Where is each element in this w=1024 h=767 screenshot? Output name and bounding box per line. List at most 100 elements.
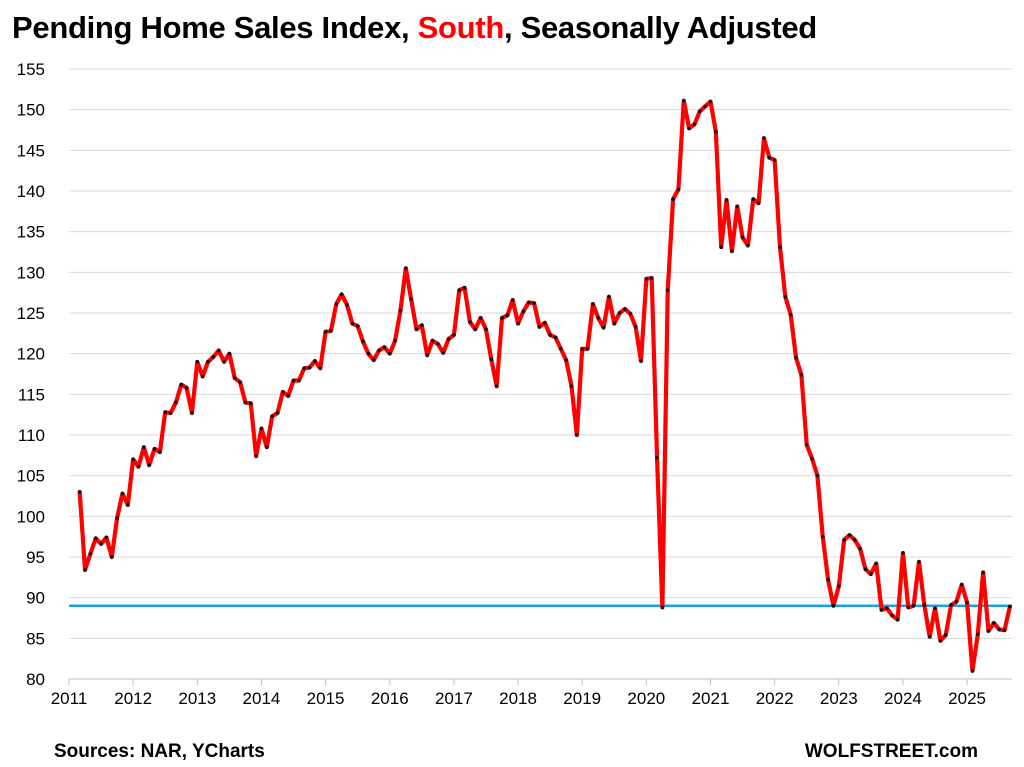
data-point-13 bbox=[147, 463, 151, 467]
data-point-26 bbox=[216, 348, 221, 353]
x-tick-label-2017: 2017 bbox=[435, 689, 473, 708]
data-point-71 bbox=[457, 288, 462, 293]
chart-title-part1: Pending Home Sales Index, bbox=[12, 10, 418, 45]
data-point-48 bbox=[334, 302, 339, 306]
data-point-96 bbox=[591, 302, 595, 306]
data-point-14 bbox=[152, 447, 157, 451]
data-point-173 bbox=[1002, 628, 1007, 632]
data-point-108 bbox=[655, 455, 659, 460]
data-point-6 bbox=[109, 555, 114, 559]
data-point-22 bbox=[195, 360, 200, 364]
data-point-161 bbox=[938, 638, 943, 643]
data-point-30 bbox=[238, 380, 242, 384]
data-point-31 bbox=[243, 400, 248, 405]
data-point-38 bbox=[281, 390, 285, 394]
data-point-170 bbox=[986, 629, 991, 633]
data-point-158 bbox=[922, 603, 927, 607]
y-tick-label-90: 90 bbox=[26, 589, 45, 608]
data-point-58 bbox=[387, 351, 392, 356]
y-tick-label-140: 140 bbox=[17, 182, 45, 201]
data-point-43 bbox=[307, 365, 312, 370]
data-point-99 bbox=[607, 294, 611, 299]
data-point-100 bbox=[612, 321, 617, 326]
data-point-27 bbox=[222, 360, 226, 364]
data-point-140 bbox=[826, 577, 830, 582]
data-point-11 bbox=[136, 464, 141, 469]
y-tick-label-85: 85 bbox=[26, 629, 45, 648]
x-tick-label-2020: 2020 bbox=[627, 689, 665, 708]
data-point-53 bbox=[361, 339, 365, 344]
data-point-12 bbox=[142, 445, 146, 450]
data-point-39 bbox=[286, 394, 290, 398]
data-point-61 bbox=[403, 266, 408, 271]
data-point-105 bbox=[639, 359, 643, 363]
data-point-129 bbox=[767, 155, 772, 160]
data-point-166 bbox=[965, 600, 969, 605]
data-point-84 bbox=[526, 300, 531, 305]
data-point-106 bbox=[644, 277, 649, 281]
data-point-46 bbox=[323, 329, 328, 334]
data-point-40 bbox=[291, 378, 296, 383]
data-point-3 bbox=[93, 536, 98, 541]
data-point-131 bbox=[778, 245, 782, 249]
data-point-172 bbox=[997, 627, 1001, 632]
y-tick-label-95: 95 bbox=[26, 548, 45, 567]
data-point-147 bbox=[863, 567, 868, 571]
data-point-56 bbox=[377, 348, 381, 353]
data-point-130 bbox=[772, 158, 777, 162]
data-point-17 bbox=[168, 411, 173, 415]
data-point-33 bbox=[254, 454, 258, 458]
data-point-118 bbox=[708, 99, 713, 104]
data-point-145 bbox=[853, 538, 857, 542]
data-point-66 bbox=[430, 338, 435, 343]
data-point-36 bbox=[270, 414, 274, 419]
y-tick-label-105: 105 bbox=[17, 467, 45, 486]
data-point-156 bbox=[911, 604, 916, 608]
data-point-18 bbox=[174, 400, 178, 405]
data-point-159 bbox=[927, 634, 932, 639]
x-tick-label-2014: 2014 bbox=[243, 689, 281, 708]
data-point-74 bbox=[473, 327, 478, 332]
x-tick-label-2012: 2012 bbox=[114, 689, 152, 708]
x-tick-label-2013: 2013 bbox=[178, 689, 216, 708]
data-point-76 bbox=[484, 327, 488, 332]
data-point-128 bbox=[762, 136, 766, 140]
data-point-152 bbox=[890, 613, 895, 618]
chart-title: Pending Home Sales Index, South, Seasona… bbox=[12, 10, 817, 46]
data-point-15 bbox=[158, 450, 162, 454]
data-point-169 bbox=[981, 570, 985, 575]
x-tick-label-2016: 2016 bbox=[371, 689, 409, 708]
data-point-88 bbox=[548, 333, 552, 337]
data-point-119 bbox=[714, 129, 718, 134]
data-point-160 bbox=[933, 606, 937, 611]
data-point-86 bbox=[537, 325, 542, 329]
data-point-41 bbox=[297, 378, 301, 383]
data-point-124 bbox=[740, 235, 745, 240]
y-tick-label-130: 130 bbox=[17, 263, 45, 282]
data-point-95 bbox=[585, 346, 590, 351]
data-point-44 bbox=[313, 359, 317, 363]
data-point-111 bbox=[671, 197, 675, 201]
chart-title-highlight: South bbox=[417, 10, 505, 45]
data-point-120 bbox=[719, 245, 723, 249]
data-point-155 bbox=[906, 605, 911, 610]
data-point-114 bbox=[687, 126, 691, 131]
x-tick-label-2018: 2018 bbox=[499, 689, 537, 708]
data-point-125 bbox=[746, 243, 750, 248]
y-tick-label-145: 145 bbox=[17, 141, 45, 160]
y-tick-label-80: 80 bbox=[26, 670, 45, 689]
data-point-57 bbox=[382, 345, 387, 349]
x-tick-label-2023: 2023 bbox=[820, 689, 858, 708]
data-point-28 bbox=[227, 351, 232, 356]
data-point-157 bbox=[917, 560, 921, 564]
data-point-42 bbox=[302, 366, 307, 371]
data-point-81 bbox=[510, 298, 515, 302]
data-point-45 bbox=[318, 366, 323, 371]
data-point-35 bbox=[264, 445, 269, 450]
data-point-85 bbox=[532, 301, 536, 306]
data-point-80 bbox=[505, 313, 510, 318]
data-point-165 bbox=[959, 582, 964, 587]
data-point-19 bbox=[179, 382, 184, 387]
data-point-77 bbox=[489, 357, 494, 362]
